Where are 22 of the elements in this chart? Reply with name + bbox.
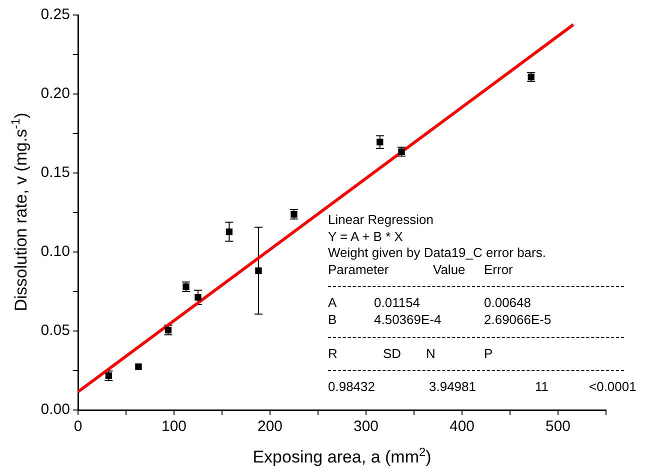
x-tick-label: 0 (74, 418, 82, 436)
annotation: Linear Regression (328, 212, 434, 227)
y-tick-label: 0.00 (40, 401, 70, 418)
text: A 0.01154 0.00648 (328, 295, 531, 310)
x-tick-label: 400 (449, 418, 475, 436)
y-tick-label: 0.15 (40, 164, 70, 182)
y-tick-label: 0.20 (40, 85, 70, 102)
x-tick-label: 100 (161, 418, 187, 436)
x-tick-label: 500 (545, 418, 571, 436)
x-tick-label: 200 (257, 418, 283, 436)
annotation: Weight given by Data19_C error bars. (328, 245, 546, 260)
y-tick-label: 0.05 (40, 322, 70, 340)
y-tick-label: 0.10 (40, 243, 70, 260)
x-axis-title: Exposing area, a (mm$^{2}$) (252, 445, 432, 468)
annotation: Y = A + B * X (328, 228, 403, 244)
text: R SD N P (328, 346, 493, 361)
text: Parameter Value Error (328, 262, 513, 277)
x-tick-label: 300 (353, 418, 379, 436)
y-tick-label: 0.25 (40, 6, 70, 24)
text: B 4.50369E-4 2.69066E-5 (328, 312, 552, 327)
text: 0.98432 3.94981 11 <0.0001 (328, 379, 636, 394)
point (226, 228, 233, 236)
